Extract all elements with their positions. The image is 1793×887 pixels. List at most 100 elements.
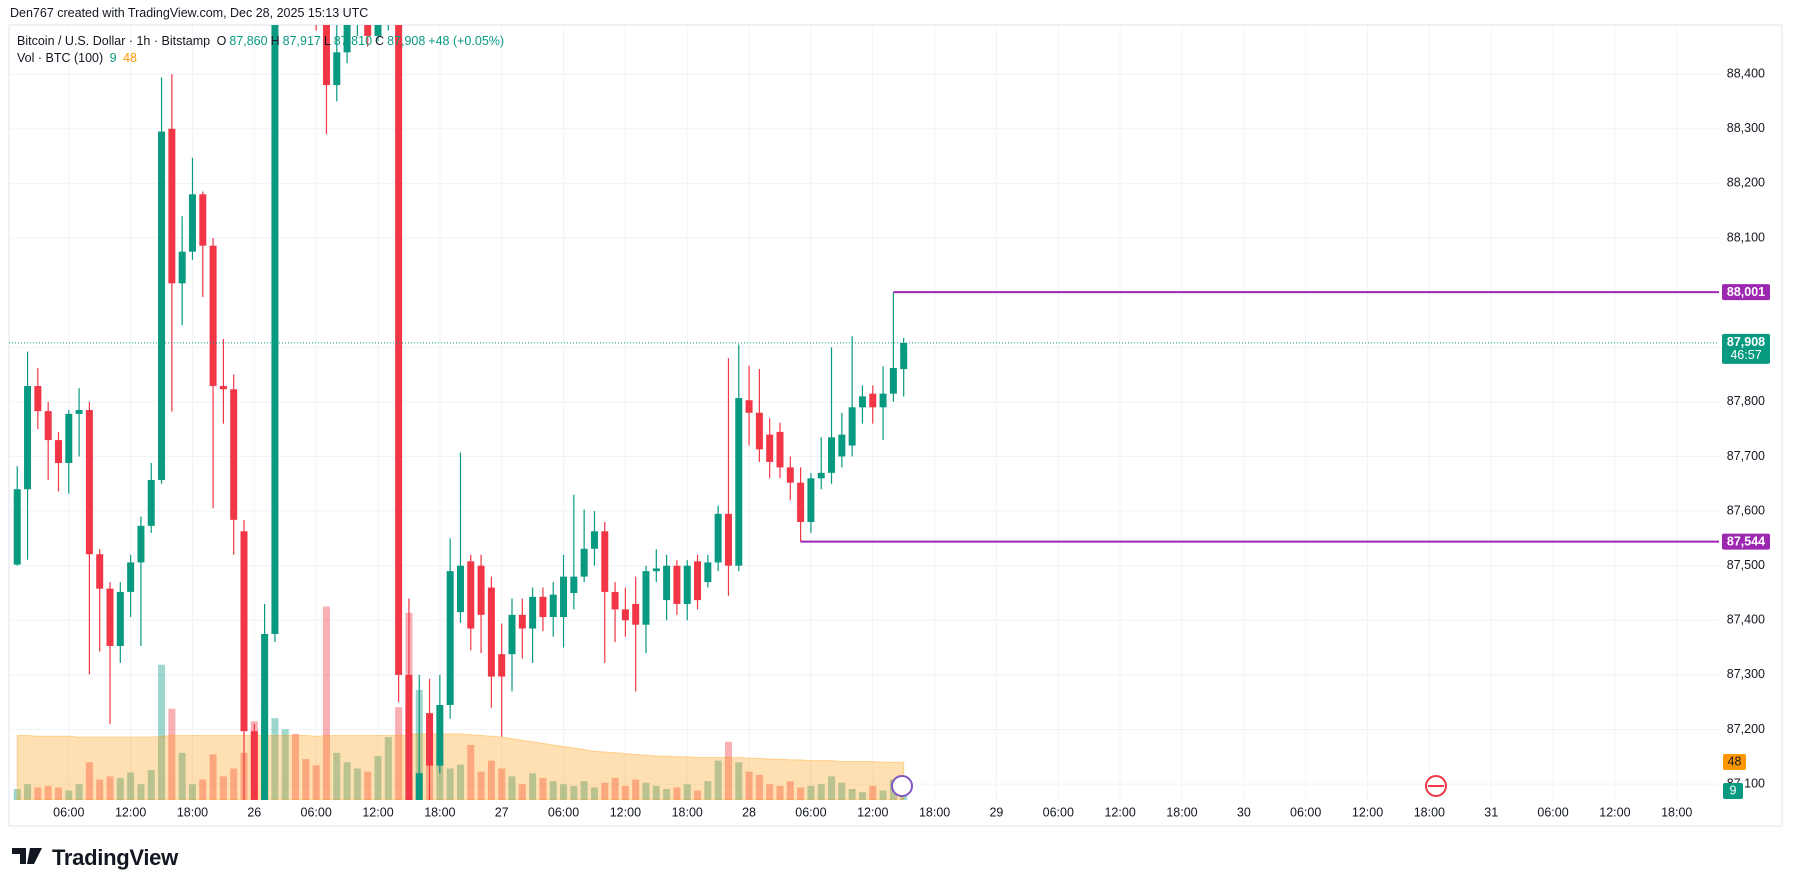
candle-body	[683, 565, 691, 604]
x-tick-label: 18:00	[1414, 805, 1445, 819]
candle-body	[178, 251, 186, 284]
candle-body	[704, 562, 712, 583]
candle-body	[209, 245, 217, 387]
legend-key: O	[216, 34, 227, 48]
candle-body	[219, 386, 227, 390]
countdown-label: 46:57	[1730, 348, 1761, 362]
candle-body	[385, 9, 392, 20]
candle-body	[415, 773, 423, 800]
volume-bar	[766, 784, 774, 800]
candle-body	[817, 472, 825, 479]
volume-bar	[75, 784, 83, 800]
candle-body	[838, 434, 846, 457]
volume-bar	[147, 770, 155, 800]
brand: TradingView	[52, 845, 178, 870]
x-tick-label: 06:00	[1290, 805, 1321, 819]
candle-body	[755, 412, 763, 450]
candle-body	[446, 571, 454, 705]
volume-badge-label: 9	[1730, 783, 1737, 797]
volume-bar	[312, 765, 320, 800]
volume-bar	[116, 777, 124, 800]
price-badge	[1722, 533, 1770, 550]
volume-bar	[714, 760, 722, 800]
candle-body	[261, 633, 269, 800]
volume-bar	[353, 768, 361, 800]
candle-body	[889, 367, 897, 394]
candle-body	[426, 713, 434, 766]
candle-body	[797, 482, 805, 523]
candle-body	[127, 562, 135, 592]
candle-body	[96, 554, 104, 589]
x-tick-label: 18:00	[672, 805, 703, 819]
volume-bar	[487, 760, 495, 800]
volume-bar	[776, 785, 784, 800]
candle-body	[570, 576, 578, 594]
volume-bar	[168, 708, 176, 800]
legend-key: C	[375, 34, 385, 48]
candle-body	[477, 565, 485, 615]
x-tick-label: 12:00	[857, 805, 888, 819]
candle-body	[147, 479, 155, 526]
candle-body	[116, 591, 124, 646]
volume-bar	[374, 755, 382, 800]
y-tick-label: 87,200	[1727, 722, 1765, 736]
candle-body	[529, 596, 537, 629]
volume-bar	[508, 776, 516, 800]
candle-body	[724, 513, 732, 566]
volume-bar	[869, 785, 877, 800]
volume-bar	[230, 768, 238, 800]
y-tick-label: 87,700	[1727, 449, 1765, 463]
candle-body	[456, 565, 464, 613]
volume-bar	[127, 772, 135, 800]
legend-key: H	[270, 34, 280, 48]
legend-value: 87,810	[333, 34, 373, 48]
candle-body	[518, 614, 526, 629]
volume-bar	[395, 707, 403, 800]
candle-body	[776, 431, 784, 468]
volume-bar	[302, 759, 310, 800]
current-price-badge	[1722, 333, 1770, 364]
candle-body	[54, 440, 62, 464]
candle-body	[663, 565, 671, 601]
volume-bar	[529, 773, 537, 800]
candle-body	[75, 410, 83, 414]
legend-volume: Vol · BTC (100) 9 48	[17, 51, 140, 65]
volume-bar	[549, 781, 557, 800]
current-price-label: 87,908	[1727, 335, 1765, 349]
chart-frame	[8, 24, 1783, 827]
x-tick-label: 12:00	[1352, 805, 1383, 819]
x-tick-label: 12:00	[1104, 805, 1135, 819]
candle-body	[34, 386, 42, 412]
legend-change: +48 (+0.05%)	[428, 34, 505, 48]
x-tick-label: 06:00	[53, 805, 84, 819]
volume-bar	[797, 787, 805, 800]
x-tick-label: 18:00	[1661, 805, 1692, 819]
x-tick-label: 26	[247, 805, 261, 819]
volume-bar	[828, 776, 836, 800]
candle-body	[487, 587, 495, 677]
x-tick-label: 12:00	[610, 805, 641, 819]
candle-body	[508, 614, 516, 655]
x-tick-label: 12:00	[362, 805, 393, 819]
candle-body	[828, 437, 836, 473]
volume-bar	[848, 788, 856, 800]
volume-bar	[580, 781, 588, 800]
candle-body	[250, 731, 258, 800]
volume-bar	[704, 781, 712, 800]
candle-body	[745, 400, 753, 413]
candle-body	[333, 52, 341, 86]
y-tick-label: 87,600	[1727, 503, 1765, 517]
candle-body	[652, 568, 660, 572]
y-tick-label: 88,400	[1727, 66, 1765, 80]
x-tick-label: 31	[1484, 805, 1498, 819]
candle-body	[560, 576, 568, 618]
candle-body	[158, 131, 166, 480]
volume-bar	[745, 771, 753, 800]
header: Den767 created with TradingView.com, Dec…	[10, 6, 369, 20]
volume-bar	[384, 737, 392, 800]
candle-body	[405, 674, 413, 800]
candle-body	[498, 654, 506, 677]
legend-value: 87,860	[229, 34, 268, 48]
volume-bar	[333, 752, 341, 800]
